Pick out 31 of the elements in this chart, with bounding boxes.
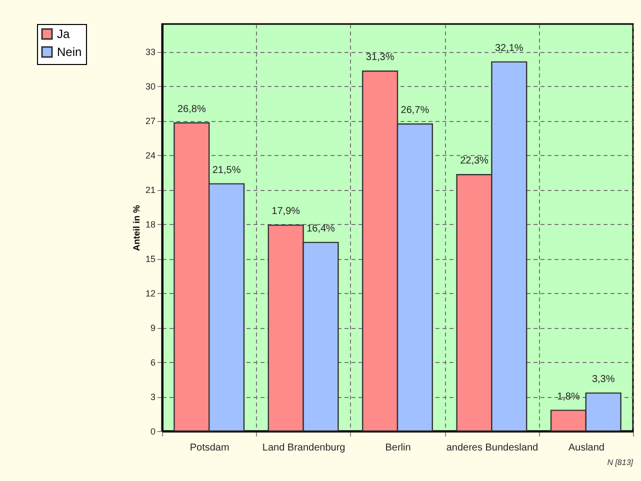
data-label: 17,9%	[272, 206, 300, 218]
y-tick-label: 6	[150, 358, 156, 368]
text: N [813]	[607, 458, 634, 467]
x-tick-label: Land Brandenburg	[262, 442, 346, 454]
y-tick-label: 27	[145, 116, 156, 126]
x-tick-label: Berlin	[385, 442, 411, 454]
y-tick-label: 15	[145, 254, 156, 264]
y-tick-label: 9	[150, 323, 156, 334]
y-tick-label: 24	[145, 150, 156, 161]
y-tick-label: 33	[145, 47, 156, 58]
legend-label: Ja	[57, 27, 70, 41]
data-label: 32,1%	[494, 42, 524, 54]
y-tick-label: 18	[145, 220, 156, 230]
legend-label: Nein	[57, 45, 82, 59]
y-tick-label: 30	[145, 82, 156, 92]
data-label: 1,8%	[557, 391, 580, 402]
data-label: 21,5%	[212, 164, 241, 176]
y-tick-label: 21	[145, 185, 156, 196]
data-label: 26,8%	[177, 104, 206, 115]
data-label: 31,3%	[366, 52, 394, 64]
x-tick-label: Ausland	[568, 442, 604, 454]
x-tick-label: Potsdam	[190, 442, 230, 454]
y-tick-label: 3	[150, 392, 156, 402]
data-label: 3,3%	[592, 374, 615, 386]
y-tick-label: 0	[150, 426, 156, 436]
x-tick-label: anderes Bundesland	[446, 442, 538, 454]
data-label: 22,3%	[460, 156, 489, 167]
y-axis-title: Anteil in %	[131, 204, 142, 252]
data-label: 26,7%	[400, 105, 430, 116]
data-label: 16,4%	[306, 223, 336, 234]
y-tick-label: 12	[145, 288, 156, 299]
